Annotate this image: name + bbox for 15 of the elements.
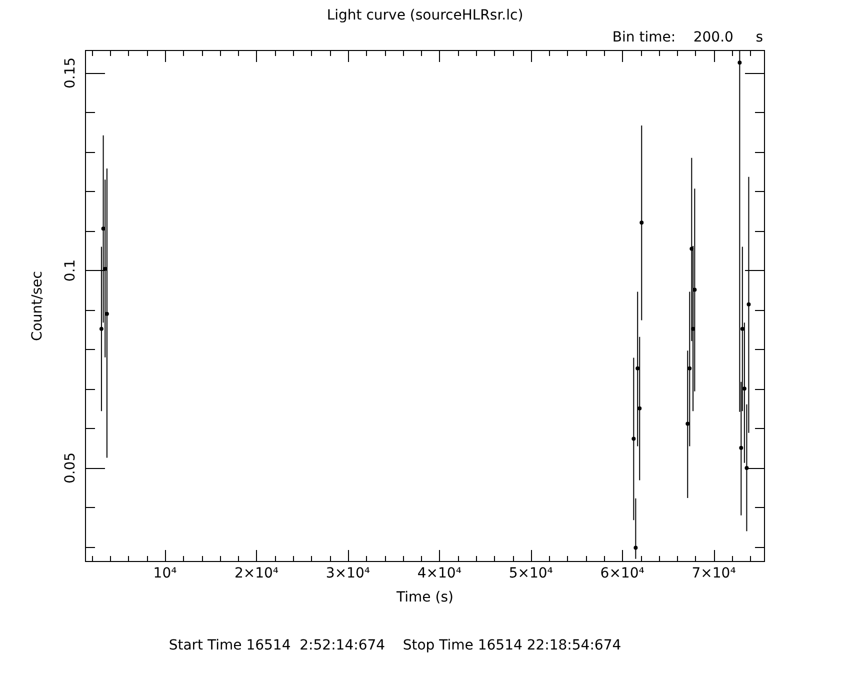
chart-title: Light curve (sourceHLRsr.lc) <box>326 8 524 24</box>
y-tick-label: 0.05 <box>62 452 79 484</box>
x-tick-label: 3×10⁴ <box>326 566 370 582</box>
x-tick-label: 2×10⁴ <box>234 566 279 582</box>
x-axis-title: Time (s) <box>396 590 454 606</box>
x-tick-label: 5×10⁴ <box>508 566 554 582</box>
chart-subtitle: Bin time: 200.0 s <box>612 30 763 46</box>
y-tick-label: 0.1 <box>62 259 79 282</box>
x-tick-label: 4×10⁴ <box>417 566 462 582</box>
x-tick-label: 7×10⁴ <box>692 566 736 582</box>
y-tick-label: 0.15 <box>62 57 79 88</box>
x-tick-label: 10⁴ <box>153 566 178 582</box>
text: Start Time 16514 2:52:14:674 Stop Time 16514 22:18:54:674 <box>168 638 622 654</box>
y-axis-title: Count/sec <box>30 271 46 341</box>
x-tick-label: 6×10⁴ <box>600 566 645 582</box>
